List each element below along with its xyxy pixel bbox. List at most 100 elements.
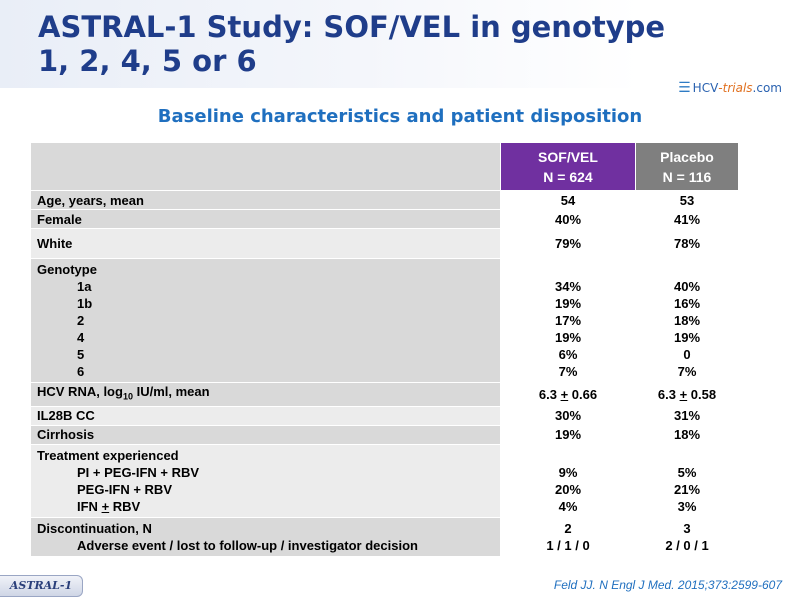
genotype-label: 2 xyxy=(77,313,85,328)
table-row-hcv-rna: HCV RNA, log10 IU/ml, mean 6.3 + 0.66 6.… xyxy=(30,382,739,407)
header-placebo-n: N = 116 xyxy=(662,168,712,185)
treatment-label: PEG-IFN + RBV xyxy=(77,481,172,497)
placebo-value: 19% xyxy=(673,330,701,345)
placebo-value: 3% xyxy=(677,498,697,514)
sof-vel-value: 34% xyxy=(554,279,582,294)
table-header-row: SOF/VEL N = 624 Placebo N = 116 xyxy=(30,142,739,191)
placebo-value: 5% xyxy=(677,464,697,480)
sof-vel-value: 54 xyxy=(500,190,636,210)
logo-text-hcv: HCV xyxy=(692,81,719,95)
baseline-table: SOF/VEL N = 624 Placebo N = 116 Age, yea… xyxy=(30,142,739,557)
sof-vel-value: 79% xyxy=(500,228,636,259)
logo-text-trials: -trials xyxy=(718,81,753,95)
header-sof-vel: SOF/VEL N = 624 xyxy=(500,142,636,191)
hcv-rna-sof-mean: 6.3 xyxy=(538,386,557,402)
header-sof-vel-name: SOF/VEL xyxy=(538,148,598,165)
placebo-discontinuation-values: 3 2 / 0 / 1 xyxy=(635,516,739,557)
hcv-rna-label-pre: HCV RNA, log xyxy=(37,384,123,399)
hcv-rna-plc-mean: 6.3 xyxy=(657,386,676,402)
genotype-label: 5 xyxy=(77,347,85,362)
header-placebo: Placebo N = 116 xyxy=(635,142,739,191)
row-label: Treatment experienced xyxy=(37,447,179,463)
placebo-value: 2 / 0 / 1 xyxy=(665,537,709,553)
slide-title-line-1: ASTRAL-1 Study: SOF/VEL in genotype xyxy=(38,10,666,44)
placebo-value: 18% xyxy=(673,313,701,328)
plus-minus-sign: + xyxy=(679,386,688,402)
header-sof-vel-n: N = 624 xyxy=(543,168,593,185)
treatment-label: IFN + RBV xyxy=(37,498,494,515)
header-empty-cell xyxy=(30,142,501,191)
placebo-value: 7% xyxy=(677,364,697,379)
plus-minus-sign: + xyxy=(101,498,110,514)
sof-vel-value: 6.3 + 0.66 xyxy=(500,382,636,407)
table-row-treatment-experienced: Treatment experienced PI + PEG-IFN + RBV… xyxy=(30,443,739,518)
placebo-value: 41% xyxy=(635,209,739,229)
sof-vel-genotype-values: 34% 19% 17% 19% 6% 7% xyxy=(500,258,636,383)
hcv-trials-logo: ☰ HCV -trials .com xyxy=(678,78,782,98)
row-label: White xyxy=(30,228,501,259)
placebo-value: 21% xyxy=(673,481,701,497)
genotype-label: 1a xyxy=(77,279,92,294)
row-label: Discontinuation, N xyxy=(37,520,152,536)
sof-vel-value: 2 xyxy=(564,520,572,536)
genotype-label: 6 xyxy=(77,364,85,379)
placebo-value: 31% xyxy=(635,405,739,426)
placebo-value: 40% xyxy=(673,279,701,294)
plus-minus-sign: + xyxy=(560,386,569,402)
sof-vel-value: 30% xyxy=(500,405,636,426)
genotype-label: 4 xyxy=(77,330,85,345)
treatment-label: PI + PEG-IFN + RBV xyxy=(77,464,200,480)
sof-vel-value: 20% xyxy=(554,481,582,497)
table-row-age: Age, years, mean 54 53 xyxy=(30,190,739,210)
placebo-value: 78% xyxy=(635,228,739,259)
slide-title-line-2: 1, 2, 4, 5 or 6 xyxy=(38,44,257,78)
ifn-label-pre: IFN xyxy=(77,498,102,514)
row-label: Cirrhosis xyxy=(30,424,501,445)
placebo-value: 18% xyxy=(635,424,739,445)
table-row-genotype: Genotype 1a 1b 2 4 5 6 34% 19% 17% 19% 6… xyxy=(30,258,739,383)
discontinuation-labels: Discontinuation, N Adverse event / lost … xyxy=(30,516,501,557)
sof-vel-value: 19% xyxy=(554,296,582,311)
table-row-female: Female 40% 41% xyxy=(30,209,739,229)
row-label: Female xyxy=(30,209,501,229)
title-band xyxy=(0,0,800,88)
table-row-white: White 79% 78% xyxy=(30,228,739,259)
placebo-genotype-values: 40% 16% 18% 19% 0 7% xyxy=(635,258,739,383)
genotype-labels: Genotype 1a 1b 2 4 5 6 xyxy=(30,258,501,383)
hcv-rna-label-sub: 10 xyxy=(122,391,133,402)
sof-vel-value: 1 / 1 / 0 xyxy=(546,537,590,553)
placebo-value: 16% xyxy=(673,296,701,311)
row-label: HCV RNA, log10 IU/ml, mean xyxy=(30,382,501,407)
table-row-il28b: IL28B CC 30% 31% xyxy=(30,405,739,426)
row-label: IL28B CC xyxy=(30,405,501,426)
sof-vel-value: 4% xyxy=(558,498,578,514)
placebo-value: 3 xyxy=(683,520,691,536)
table-row-cirrhosis: Cirrhosis 19% 18% xyxy=(30,424,739,445)
sof-vel-value: 9% xyxy=(558,464,578,480)
sof-vel-value: 17% xyxy=(554,313,582,328)
sof-vel-value: 40% xyxy=(500,209,636,229)
citation: Feld JJ. N Engl J Med. 2015;373:2599-607 xyxy=(553,578,782,592)
placebo-value: 53 xyxy=(635,190,739,210)
slide-title: ASTRAL-1 Study: SOF/VEL in genotype 1, 2… xyxy=(38,10,738,78)
sof-vel-treatment-values: 9% 20% 4% xyxy=(500,443,636,518)
ifn-label-post: RBV xyxy=(109,498,141,514)
sof-vel-value: 19% xyxy=(500,424,636,445)
table-row-discontinuation: Discontinuation, N Adverse event / lost … xyxy=(30,516,739,557)
row-label: Age, years, mean xyxy=(30,190,501,210)
logo-text-com: .com xyxy=(752,81,782,95)
hcv-rna-label-post: IU/ml, mean xyxy=(132,384,210,399)
hcv-rna-plc-sd: 0.58 xyxy=(690,386,717,402)
sof-vel-value: 7% xyxy=(558,364,578,379)
sof-vel-value: 19% xyxy=(554,330,582,345)
sof-vel-discontinuation-values: 2 1 / 1 / 0 xyxy=(500,516,636,557)
slide-subtitle: Baseline characteristics and patient dis… xyxy=(157,106,643,127)
study-tag: ASTRAL-1 xyxy=(0,575,83,597)
header-placebo-name: Placebo xyxy=(660,148,714,165)
genotype-label: 1b xyxy=(77,296,93,311)
treatment-labels: Treatment experienced PI + PEG-IFN + RBV… xyxy=(30,443,501,518)
placebo-value: 0 xyxy=(683,347,691,362)
hcv-rna-sof-sd: 0.66 xyxy=(571,386,598,402)
discontinuation-reason-label: Adverse event / lost to follow-up / inve… xyxy=(77,537,418,553)
sof-vel-value: 6% xyxy=(558,347,578,362)
